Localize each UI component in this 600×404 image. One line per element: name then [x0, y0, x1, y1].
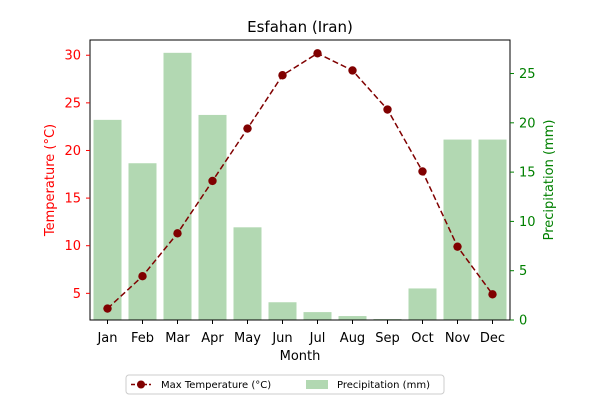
plot-frame: [89, 39, 511, 321]
x-tick-label-dec: Dec: [480, 331, 505, 346]
x-tick-label-sep: Sep: [375, 331, 400, 346]
temperature-point-mar: [173, 229, 182, 238]
precipitation-bar-dec: [478, 139, 507, 320]
x-tick-label-may: May: [234, 331, 261, 346]
x-tick-label-jun: Jun: [271, 331, 292, 346]
left-axis-label: Temperature (°C): [43, 124, 58, 237]
temperature-point-aug: [348, 66, 357, 75]
legend: Max Temperature (°C) Precipitation (mm): [125, 374, 445, 395]
temperature-point-sep: [383, 105, 392, 114]
temperature-point-jul: [313, 49, 322, 58]
precipitation-bar-apr: [198, 114, 227, 321]
left-tick-label: 10: [64, 239, 81, 254]
legend-temperature-label: Max Temperature (°C): [161, 380, 271, 391]
left-tick-label: 25: [64, 96, 81, 111]
temperature-point-may: [243, 124, 252, 133]
x-tick-label-feb: Feb: [131, 331, 154, 346]
right-tick-label: 0: [519, 314, 527, 329]
precipitation-bar-aug: [338, 316, 367, 320]
temperature-point-dec: [488, 290, 497, 299]
precipitation-bar-nov: [443, 139, 472, 320]
left-tick-label: 5: [73, 287, 81, 302]
legend-precipitation-label: Precipitation (mm): [337, 380, 430, 391]
right-tick-label: 20: [519, 116, 536, 131]
temperature-line: [103, 49, 497, 313]
right-axis-label: Precipitation (mm): [542, 120, 557, 241]
chart-title: Esfahan (Iran): [247, 18, 353, 36]
temperature-point-oct: [418, 167, 427, 176]
precipitation-bar-oct: [408, 288, 437, 320]
temperature-line-path: [106, 52, 494, 310]
temperature-point-feb: [138, 271, 147, 281]
right-tick-label: 15: [519, 166, 536, 181]
right-tick-label: 10: [519, 215, 536, 230]
x-tick-label-mar: Mar: [165, 331, 190, 346]
legend-precipitation-swatch: [306, 380, 328, 389]
axes: Jan Feb Mar Apr May Jun Jul Aug Sep Oct Nov Dec 5 10 1…: [64, 39, 536, 346]
temperature-point-nov: [453, 242, 462, 251]
x-tick-label-apr: Apr: [201, 331, 224, 346]
x-tick-label-oct: Oct: [411, 331, 433, 346]
legend-temperature-swatch-marker: [137, 380, 145, 389]
right-tick-label: 25: [519, 67, 536, 82]
temperature-point-jan: [103, 304, 112, 313]
left-tick-label: 30: [64, 49, 81, 64]
x-tick-label-aug: Aug: [340, 331, 365, 346]
x-tick-label-nov: Nov: [445, 331, 471, 346]
precipitation-bar-may: [233, 227, 262, 320]
precipitation-bar-jul: [303, 312, 332, 320]
legend-frame: [125, 374, 445, 395]
precipitation-bars: [93, 52, 507, 321]
temperature-point-jun: [278, 71, 287, 80]
precipitation-bar-feb: [128, 163, 157, 320]
x-tick-label-jan: Jan: [96, 331, 117, 346]
precipitation-bar-mar: [163, 52, 192, 320]
x-tick-label-jul: Jul: [309, 331, 326, 346]
temperature-point-apr: [208, 176, 217, 186]
precipitation-bar-jun: [268, 302, 297, 320]
precipitation-bar-jan: [93, 119, 122, 320]
right-tick-label: 5: [519, 264, 527, 279]
left-tick-label: 20: [64, 144, 81, 159]
x-axis-label: Month: [280, 349, 321, 364]
left-tick-label: 15: [64, 192, 81, 207]
